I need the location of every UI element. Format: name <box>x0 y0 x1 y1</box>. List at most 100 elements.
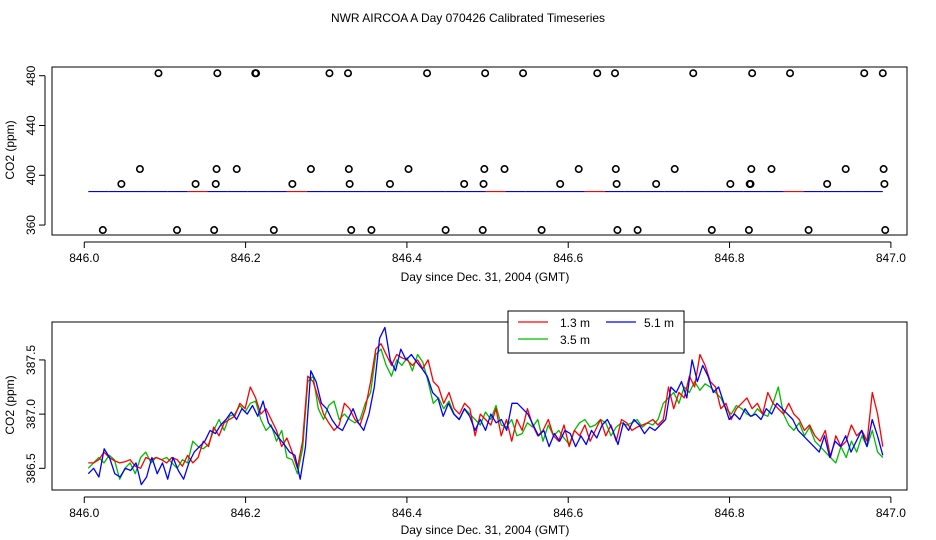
top-x-axis-label: Day since Dec. 31, 2004 (GMT) <box>401 270 570 284</box>
top-plot-frame <box>51 66 908 236</box>
data-point <box>269 226 278 235</box>
y-tick-label: 440 <box>24 115 38 135</box>
data-point <box>478 226 487 235</box>
data-point <box>481 69 490 78</box>
x-tick-label: 847.0 <box>876 506 906 520</box>
data-point <box>117 179 126 188</box>
data-point <box>746 179 755 188</box>
data-point <box>670 165 679 174</box>
x-tick-label: 846.0 <box>69 251 99 265</box>
data-point <box>611 69 620 78</box>
data-point <box>747 165 756 174</box>
data-point <box>726 179 735 188</box>
data-point <box>860 69 869 78</box>
data-point <box>748 69 757 78</box>
data-point <box>767 165 776 174</box>
top-x-axis: 846.0 846.2 846.4 846.6 846.8 847.0 <box>69 241 906 265</box>
data-point <box>288 179 297 188</box>
bottom-x-axis-label: Day since Dec. 31, 2004 (GMT) <box>401 523 570 537</box>
bottom-y-axis: 386.5 387.0 387.5 <box>24 345 46 483</box>
data-point <box>213 69 222 78</box>
x-tick-label: 846.8 <box>715 251 745 265</box>
x-tick-label: 846.4 <box>392 251 422 265</box>
data-point <box>823 179 832 188</box>
data-point <box>879 165 888 174</box>
series-line-5-1-m <box>87 326 884 486</box>
data-point <box>744 226 753 235</box>
data-point <box>344 69 353 78</box>
data-point <box>593 69 602 78</box>
y-tick-label: 360 <box>24 215 38 235</box>
data-point <box>707 226 716 235</box>
data-point <box>574 165 583 174</box>
data-point <box>519 69 528 78</box>
data-point <box>804 226 813 235</box>
data-point <box>537 226 546 235</box>
data-point <box>611 165 620 174</box>
x-tick-label: 846.2 <box>231 506 261 520</box>
bottom-y-axis-label: CO2 (ppm) <box>3 375 17 434</box>
data-point <box>404 165 413 174</box>
data-point <box>556 179 565 188</box>
data-point <box>878 69 887 78</box>
data-point <box>212 165 221 174</box>
data-point <box>460 179 469 188</box>
data-point <box>367 226 376 235</box>
data-point <box>881 226 890 235</box>
data-point <box>232 165 241 174</box>
x-tick-label: 846.0 <box>69 506 99 520</box>
legend-label-1-3m: 1.3 m <box>560 316 590 330</box>
y-tick-label: 400 <box>24 165 38 185</box>
top-points-layer <box>98 69 890 235</box>
data-point <box>480 165 489 174</box>
legend-label-5-1m: 5.1 m <box>644 316 674 330</box>
bottom-panel: 846.0 846.2 846.4 846.6 846.8 847.0 386.5 387.… <box>3 310 908 537</box>
data-point <box>613 226 622 235</box>
data-point <box>786 69 795 78</box>
top-y-axis: 360 400 440 480 <box>24 65 46 235</box>
data-point <box>135 165 144 174</box>
data-point <box>841 165 850 174</box>
bottom-x-axis: 846.0 846.2 846.4 846.6 846.8 847.0 <box>69 496 906 520</box>
bottom-plot-frame <box>51 321 908 491</box>
series-line-1-3-m <box>88 343 884 469</box>
data-point <box>252 69 261 78</box>
data-point <box>306 165 315 174</box>
x-tick-label: 846.8 <box>715 506 745 520</box>
data-point <box>689 69 698 78</box>
legend: 1.3 m 5.1 m 3.5 m <box>507 310 685 354</box>
y-tick-label: 480 <box>24 65 38 85</box>
data-point <box>441 226 450 235</box>
x-tick-label: 847.0 <box>876 251 906 265</box>
x-tick-label: 846.4 <box>392 506 422 520</box>
y-tick-label: 386.5 <box>24 453 38 483</box>
data-point <box>479 179 488 188</box>
data-point <box>652 179 661 188</box>
legend-label-3-5m: 3.5 m <box>560 333 590 347</box>
data-point <box>345 179 354 188</box>
x-tick-label: 846.6 <box>553 506 583 520</box>
top-panel: 846.0 846.2 846.4 846.6 846.8 847.0 360 400 440… <box>3 65 908 284</box>
data-point <box>880 179 889 188</box>
data-point <box>612 179 621 188</box>
data-point <box>500 165 509 174</box>
data-point <box>211 179 220 188</box>
data-point <box>633 226 642 235</box>
data-point <box>344 165 353 174</box>
data-point <box>173 226 182 235</box>
bottom-series-layer <box>87 326 884 486</box>
data-point <box>385 179 394 188</box>
x-tick-label: 846.2 <box>231 251 261 265</box>
data-point <box>98 226 107 235</box>
data-point <box>423 69 432 78</box>
data-point <box>154 69 163 78</box>
top-y-axis-label: CO2 (ppm) <box>3 120 17 179</box>
legend-box <box>507 310 685 354</box>
x-tick-label: 846.6 <box>553 251 583 265</box>
data-point <box>325 69 334 78</box>
figure-title: NWR AIRCOA A Day 070426 Calibrated Times… <box>331 11 605 25</box>
data-point <box>191 179 200 188</box>
data-point <box>347 226 356 235</box>
y-tick-label: 387.5 <box>24 345 38 375</box>
